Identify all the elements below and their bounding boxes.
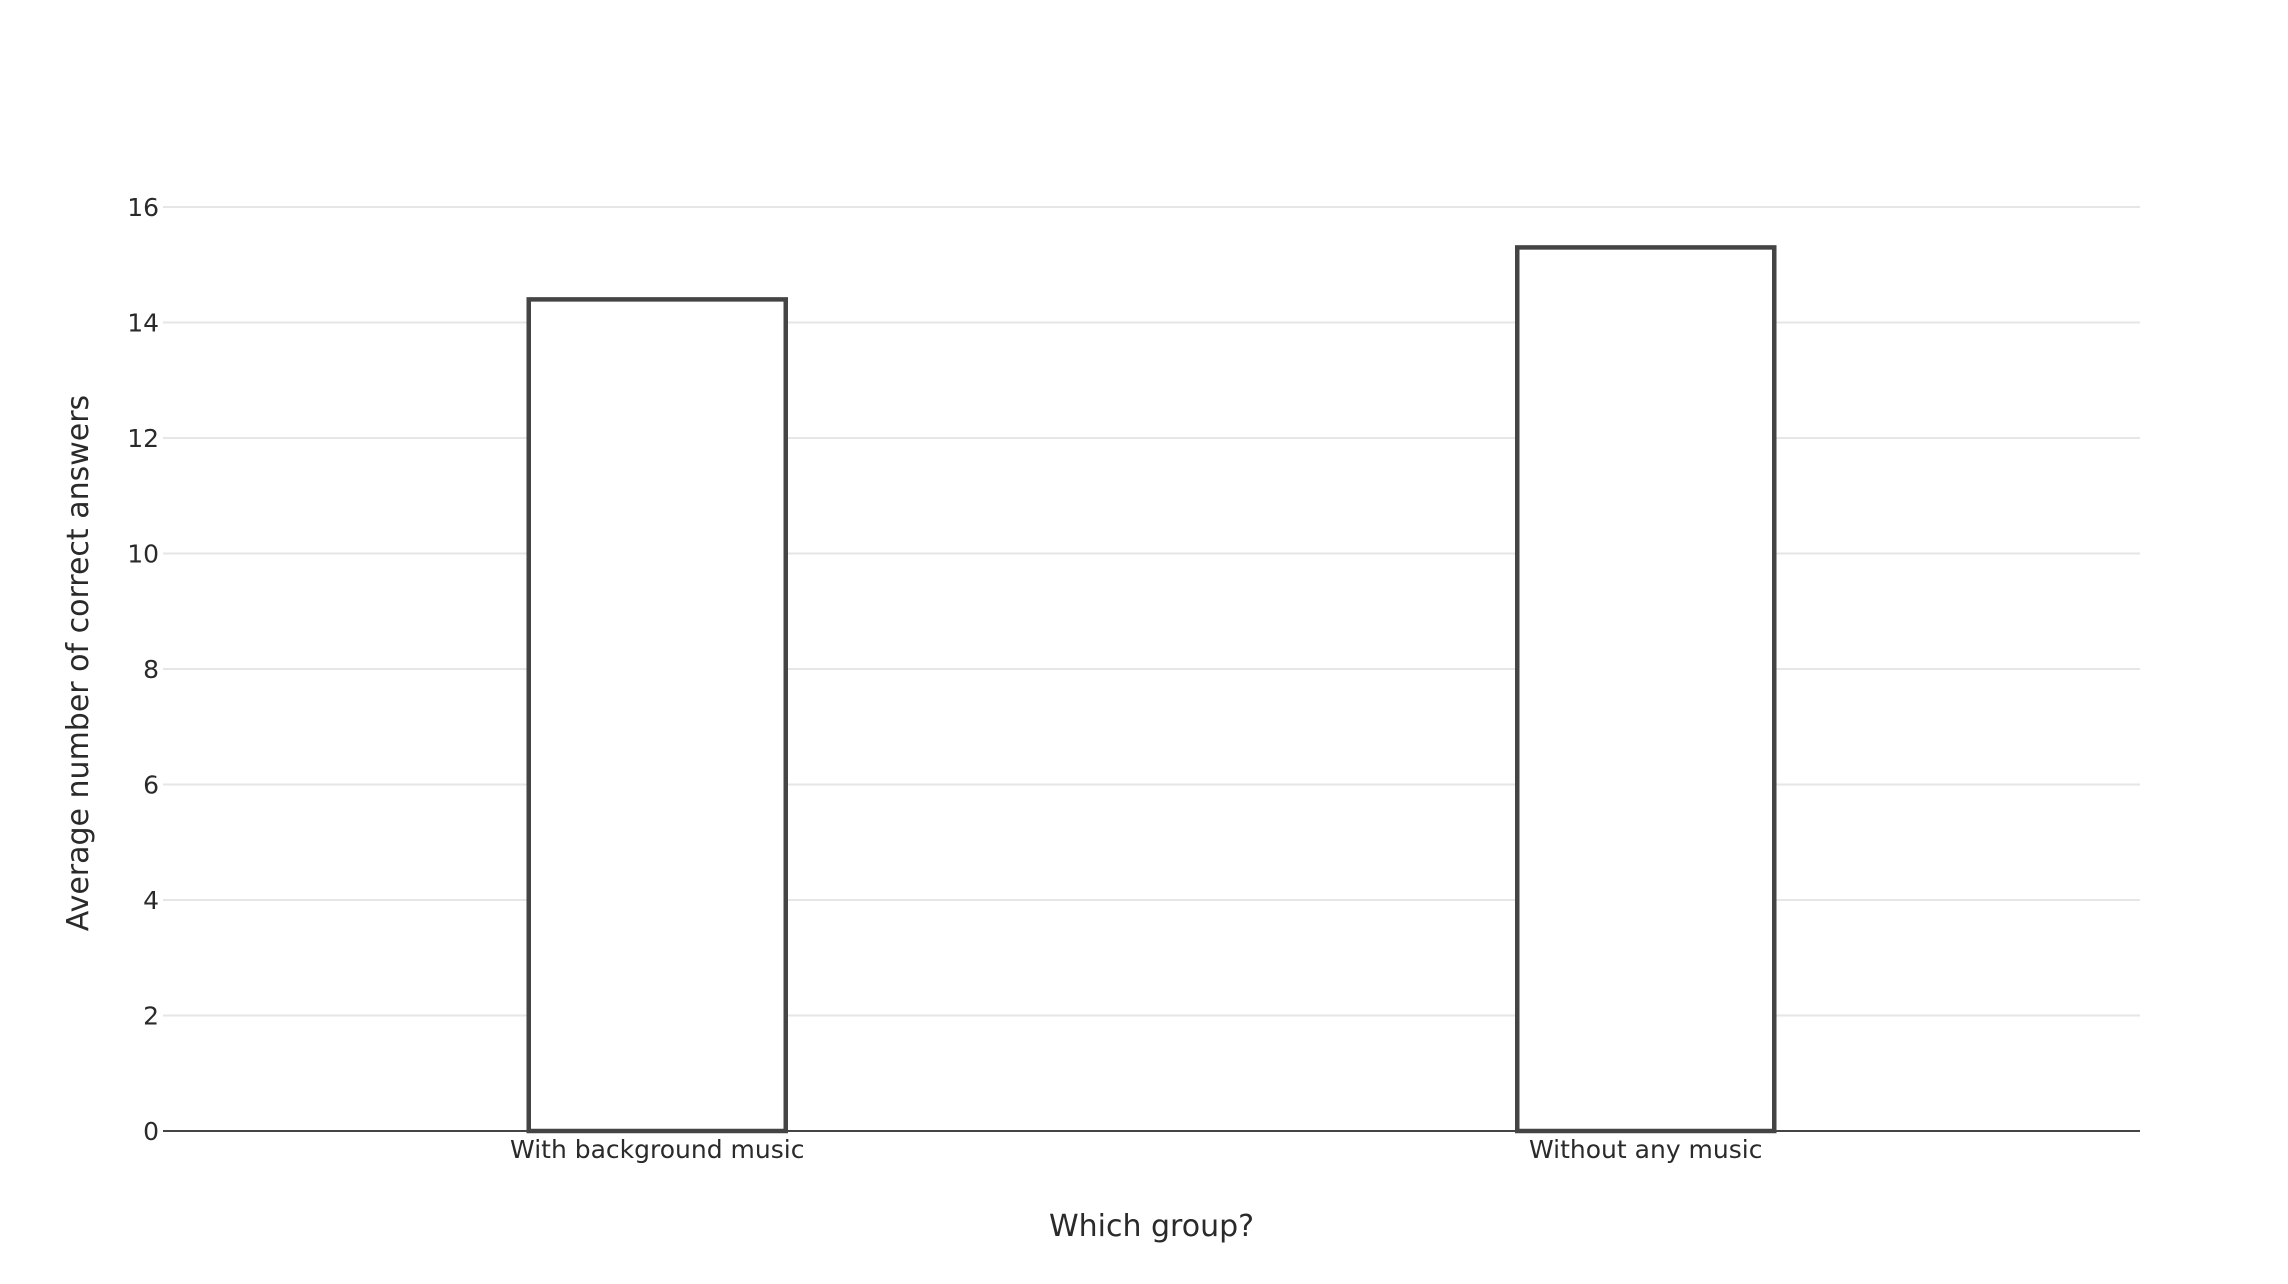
x-tick-label: With background music	[510, 1135, 804, 1164]
y-tick-label: 10	[127, 540, 159, 569]
y-tick-label: 2	[143, 1002, 159, 1031]
bar	[1514, 245, 1777, 1134]
y-gridlines	[163, 206, 2140, 1017]
y-tick-label: 14	[127, 309, 159, 338]
y-tick-label: 8	[143, 655, 159, 684]
y-tick-label: 6	[143, 771, 159, 800]
y-tick-labels: 0 2 4 6 8 10 12 14 16	[127, 193, 159, 1146]
x-tick-label: Without any music	[1529, 1135, 1762, 1164]
x-tick-labels: With background music Without any music	[510, 1135, 1762, 1164]
y-tick-label: 12	[127, 424, 159, 453]
bar	[526, 297, 789, 1134]
bars	[526, 245, 1777, 1134]
y-axis-title: Average number of correct answers	[61, 395, 96, 931]
y-tick-label: 4	[143, 886, 159, 915]
x-axis-title: Which group?	[1049, 1209, 1254, 1244]
y-tick-label: 0	[143, 1117, 159, 1146]
y-tick-label: 16	[127, 193, 159, 222]
